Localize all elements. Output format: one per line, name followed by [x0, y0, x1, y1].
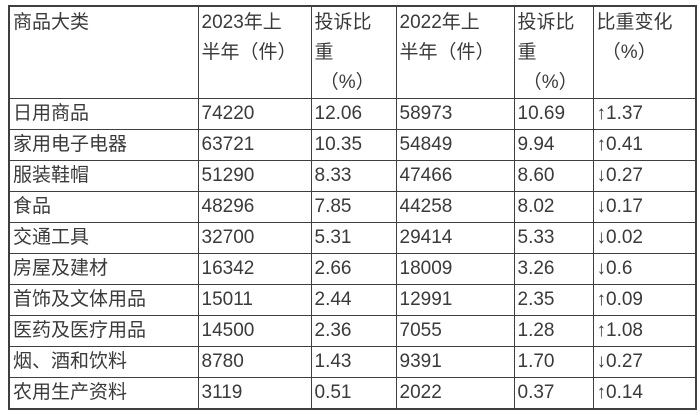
cell-2023-share: 5.31 — [310, 222, 397, 254]
cell-category: 烟、酒和饮料 — [8, 346, 199, 378]
cell-share-change: ↑0.09 — [592, 284, 697, 316]
cell-2023-count: 16342 — [197, 253, 312, 285]
cell-category: 日用商品 — [8, 98, 199, 130]
cell-category: 房屋及建材 — [8, 253, 199, 285]
cell-share-change: ↓0.27 — [592, 160, 697, 192]
cell-category: 首饰及文体用品 — [8, 284, 199, 316]
cell-2022-share: 8.02 — [513, 191, 594, 223]
cell-share-change: ↑1.37 — [592, 98, 697, 130]
cell-category: 医药及医疗用品 — [8, 315, 199, 347]
cell-category: 食品 — [8, 191, 199, 223]
cell-2022-count: 47466 — [395, 160, 515, 192]
cell-2022-count: 18009 — [395, 253, 515, 285]
table-row: 农用生产资料 3119 0.51 2022 0.37 ↑0.14 — [8, 377, 697, 410]
cell-2023-share: 7.85 — [310, 191, 397, 223]
cell-2023-count: 3119 — [197, 377, 312, 410]
header-2023-count: 2023年上 半年（件） — [197, 5, 312, 99]
cell-2023-count: 51290 — [197, 160, 312, 192]
cell-2022-share: 3.26 — [513, 253, 594, 285]
table-body: 日用商品 74220 12.06 58973 10.69 ↑1.37 家用电子电… — [8, 98, 697, 410]
cell-2023-share: 10.35 — [310, 129, 397, 161]
cell-2022-count: 12991 — [395, 284, 515, 316]
cell-2022-share: 9.94 — [513, 129, 594, 161]
cell-2023-count: 14500 — [197, 315, 312, 347]
table-row: 医药及医疗用品 14500 2.36 7055 1.28 ↑1.08 — [8, 315, 697, 347]
cell-2022-share: 5.33 — [513, 222, 594, 254]
header-share-change: 比重变化 （%） — [592, 5, 697, 99]
header-2023-share: 投诉比 重 （%） — [310, 5, 397, 99]
cell-2023-share: 12.06 — [310, 98, 397, 130]
cell-share-change: ↑0.14 — [592, 377, 697, 410]
cell-category: 服装鞋帽 — [8, 160, 199, 192]
cell-2023-count: 8780 — [197, 346, 312, 378]
cell-2022-count: 9391 — [395, 346, 515, 378]
table-row: 日用商品 74220 12.06 58973 10.69 ↑1.37 — [8, 98, 697, 130]
cell-2022-count: 58973 — [395, 98, 515, 130]
cell-2023-count: 74220 — [197, 98, 312, 130]
cell-share-change: ↓0.17 — [592, 191, 697, 223]
cell-2022-count: 29414 — [395, 222, 515, 254]
cell-share-change: ↓0.27 — [592, 346, 697, 378]
cell-2022-count: 44258 — [395, 191, 515, 223]
header-2022-count: 2022年上 半年（件） — [395, 5, 515, 99]
cell-2022-share: 2.35 — [513, 284, 594, 316]
table-row: 家用电子电器 63721 10.35 54849 9.94 ↑0.41 — [8, 129, 697, 161]
cell-share-change: ↓0.02 — [592, 222, 697, 254]
header-row: 商品大类 2023年上 半年（件） 投诉比 重 （%） 2022年上 半年（件）… — [8, 5, 697, 99]
table-row: 首饰及文体用品 15011 2.44 12991 2.35 ↑0.09 — [8, 284, 697, 316]
cell-2022-share: 0.37 — [513, 377, 594, 410]
cell-2023-share: 2.66 — [310, 253, 397, 285]
cell-2023-count: 63721 — [197, 129, 312, 161]
table-row: 房屋及建材 16342 2.66 18009 3.26 ↓0.6 — [8, 253, 697, 285]
header-category: 商品大类 — [8, 5, 199, 99]
cell-2022-share: 1.70 — [513, 346, 594, 378]
cell-category: 农用生产资料 — [8, 377, 199, 410]
cell-2022-count: 2022 — [395, 377, 515, 410]
cell-category: 交通工具 — [8, 222, 199, 254]
cell-share-change: ↑1.08 — [592, 315, 697, 347]
table-header: 商品大类 2023年上 半年（件） 投诉比 重 （%） 2022年上 半年（件）… — [8, 5, 697, 99]
cell-2023-share: 8.33 — [310, 160, 397, 192]
table-row: 烟、酒和饮料 8780 1.43 9391 1.70 ↓0.27 — [8, 346, 697, 378]
table-row: 食品 48296 7.85 44258 8.02 ↓0.17 — [8, 191, 697, 223]
cell-2022-share: 10.69 — [513, 98, 594, 130]
cell-2022-share: 1.28 — [513, 315, 594, 347]
cell-2023-share: 0.51 — [310, 377, 397, 410]
cell-2023-share: 2.44 — [310, 284, 397, 316]
cell-2022-share: 8.60 — [513, 160, 594, 192]
cell-2023-count: 15011 — [197, 284, 312, 316]
cell-2022-count: 54849 — [395, 129, 515, 161]
table-row: 服装鞋帽 51290 8.33 47466 8.60 ↓0.27 — [8, 160, 697, 192]
cell-2023-share: 2.36 — [310, 315, 397, 347]
cell-2023-share: 1.43 — [310, 346, 397, 378]
header-2022-share: 投诉比 重 （%） — [513, 5, 594, 99]
cell-share-change: ↑0.41 — [592, 129, 697, 161]
cell-2023-count: 48296 — [197, 191, 312, 223]
table-row: 交通工具 32700 5.31 29414 5.33 ↓0.02 — [8, 222, 697, 254]
cell-2022-count: 7055 — [395, 315, 515, 347]
cell-share-change: ↓0.6 — [592, 253, 697, 285]
cell-category: 家用电子电器 — [8, 129, 199, 161]
cell-2023-count: 32700 — [197, 222, 312, 254]
complaints-table: 商品大类 2023年上 半年（件） 投诉比 重 （%） 2022年上 半年（件）… — [8, 5, 697, 410]
